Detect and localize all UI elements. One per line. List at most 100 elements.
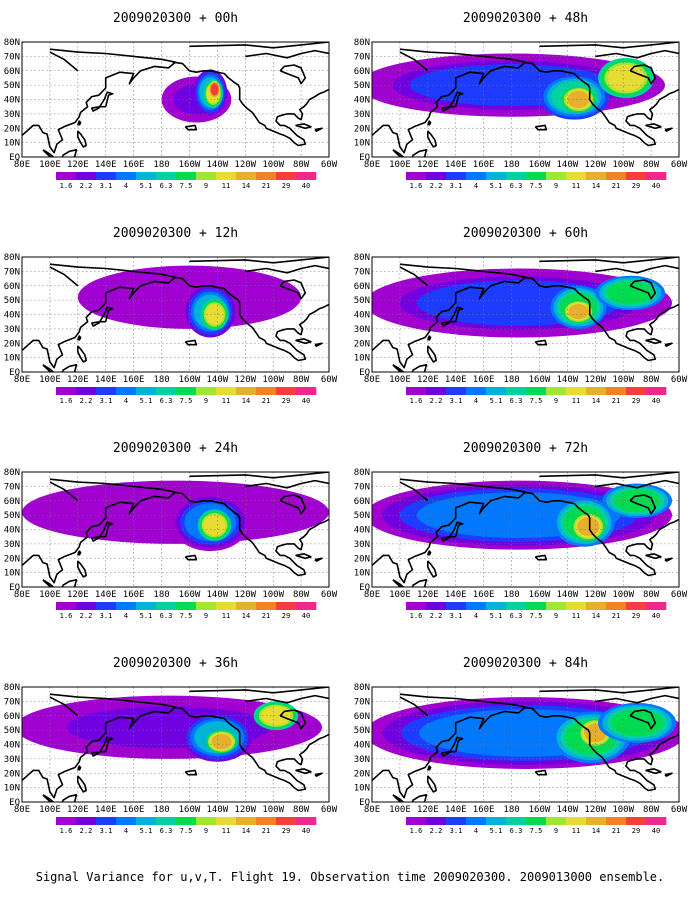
x-tick-label: 180 [503, 805, 519, 815]
y-tick-label: 40N [354, 311, 370, 321]
coastline [426, 775, 438, 793]
coastline [314, 127, 323, 132]
x-tick-label: 160E [123, 375, 145, 385]
colorbar-label: 1.6 [60, 827, 73, 835]
colorbar-label: 21 [262, 397, 270, 405]
y-tick-label: 40N [354, 526, 370, 536]
colorbar-label: 29 [632, 612, 640, 620]
coastline [399, 266, 429, 287]
x-tick-label: 120E [417, 375, 439, 385]
x-tick-label: 180 [153, 375, 169, 385]
coastline [189, 472, 329, 479]
coastline [91, 91, 114, 112]
colorbar-label: 2.2 [430, 827, 443, 835]
coastline [645, 768, 662, 775]
coastlines [22, 257, 329, 372]
map-frame [21, 471, 330, 588]
x-tick-label: 160E [123, 160, 145, 170]
coastline [61, 149, 78, 157]
map-grid [372, 257, 679, 372]
coastline [49, 696, 79, 717]
colorbar-swatch [136, 602, 157, 610]
x-tick-label: 100E [39, 590, 61, 600]
colorbar-swatch [76, 172, 97, 180]
colorbar-label: 21 [612, 612, 620, 620]
coastlines [22, 42, 329, 157]
colorbar-label: 6.3 [160, 827, 173, 835]
figure-caption: Signal Variance for u,v,T. Flight 19. Ob… [35, 870, 665, 884]
coastline [595, 264, 679, 274]
map-grid [22, 42, 329, 157]
y-tick-label: 10N [4, 784, 20, 794]
colorbar-label: 7.5 [530, 612, 543, 620]
colorbar-swatch [406, 602, 427, 610]
colorbar-swatch [216, 817, 237, 825]
colorbar-swatch [466, 387, 487, 395]
coastline [664, 342, 673, 347]
y-tick-label: 60N [4, 497, 20, 507]
colorbar-swatch [646, 387, 667, 395]
y-tick-label: 40N [4, 526, 20, 536]
colorbar-label: 11 [222, 397, 230, 405]
coastline [645, 123, 662, 130]
coastline [629, 64, 657, 85]
coastline [411, 793, 428, 802]
variance-contour [611, 709, 664, 737]
coastline [61, 793, 78, 802]
colorbar-label: 7.5 [530, 397, 543, 405]
colorbar-swatch [486, 387, 507, 395]
colorbar-label: 5.1 [140, 397, 153, 405]
colorbar-label: 21 [262, 827, 270, 835]
x-tick-label: 120W [584, 375, 606, 385]
coastline [629, 494, 657, 515]
x-tick-label: 60W [671, 590, 688, 600]
coastline [629, 709, 657, 730]
colorbar-swatch [176, 387, 197, 395]
coastline [184, 124, 198, 131]
colorbar-swatch [546, 602, 567, 610]
colorbar-label: 40 [302, 827, 310, 835]
x-tick-label: 160W [179, 375, 201, 385]
colorbar-swatch [296, 602, 317, 610]
coastline [595, 694, 679, 704]
colorbar-swatch [56, 387, 77, 395]
coastline [314, 342, 323, 347]
y-tick-label: 80N [354, 683, 370, 693]
y-tick-label: 60N [4, 282, 20, 292]
coastline [77, 130, 87, 148]
colorbar-swatch [566, 387, 587, 395]
x-tick-label: 100W [262, 805, 284, 815]
x-tick-label: 140W [207, 160, 229, 170]
colorbar-swatch [446, 602, 467, 610]
colorbar-label: 6.3 [510, 182, 523, 190]
y-tick-label: 70N [354, 52, 370, 62]
y-tick-label: 30N [4, 755, 20, 765]
colorbar-label: 4 [124, 827, 128, 835]
y-tick-label: 40N [4, 741, 20, 751]
colorbar-label: 1.6 [60, 182, 73, 190]
colorbar-swatch [156, 817, 177, 825]
coastline [534, 339, 548, 346]
y-tick-label: 30N [354, 755, 370, 765]
coastline [314, 557, 323, 562]
y-tick-label: 50N [4, 726, 20, 736]
colorbar-label: 3.1 [100, 827, 113, 835]
y-tick-label: 10N [354, 784, 370, 794]
map-grid [22, 687, 329, 802]
x-tick-label: 80W [293, 375, 310, 385]
colorbar-label: 14 [242, 827, 250, 835]
colorbar-label: 3.1 [450, 397, 463, 405]
x-tick-label: 60W [321, 590, 338, 600]
x-tick-label: 180 [153, 590, 169, 600]
coastline [22, 478, 177, 584]
colorbar-swatch [136, 817, 157, 825]
colorbar-label: 14 [592, 612, 600, 620]
coastline [411, 578, 428, 587]
x-tick-label: 80W [293, 160, 310, 170]
colorbar: 1.6 2.2 3.1 4 5.1 6.3 7.5 9 11 14 21 29 40 [406, 602, 667, 620]
colorbar-swatch [466, 172, 487, 180]
coastline [314, 772, 323, 777]
colorbar-label: 21 [262, 182, 270, 190]
colorbar-label: 5.1 [140, 182, 153, 190]
